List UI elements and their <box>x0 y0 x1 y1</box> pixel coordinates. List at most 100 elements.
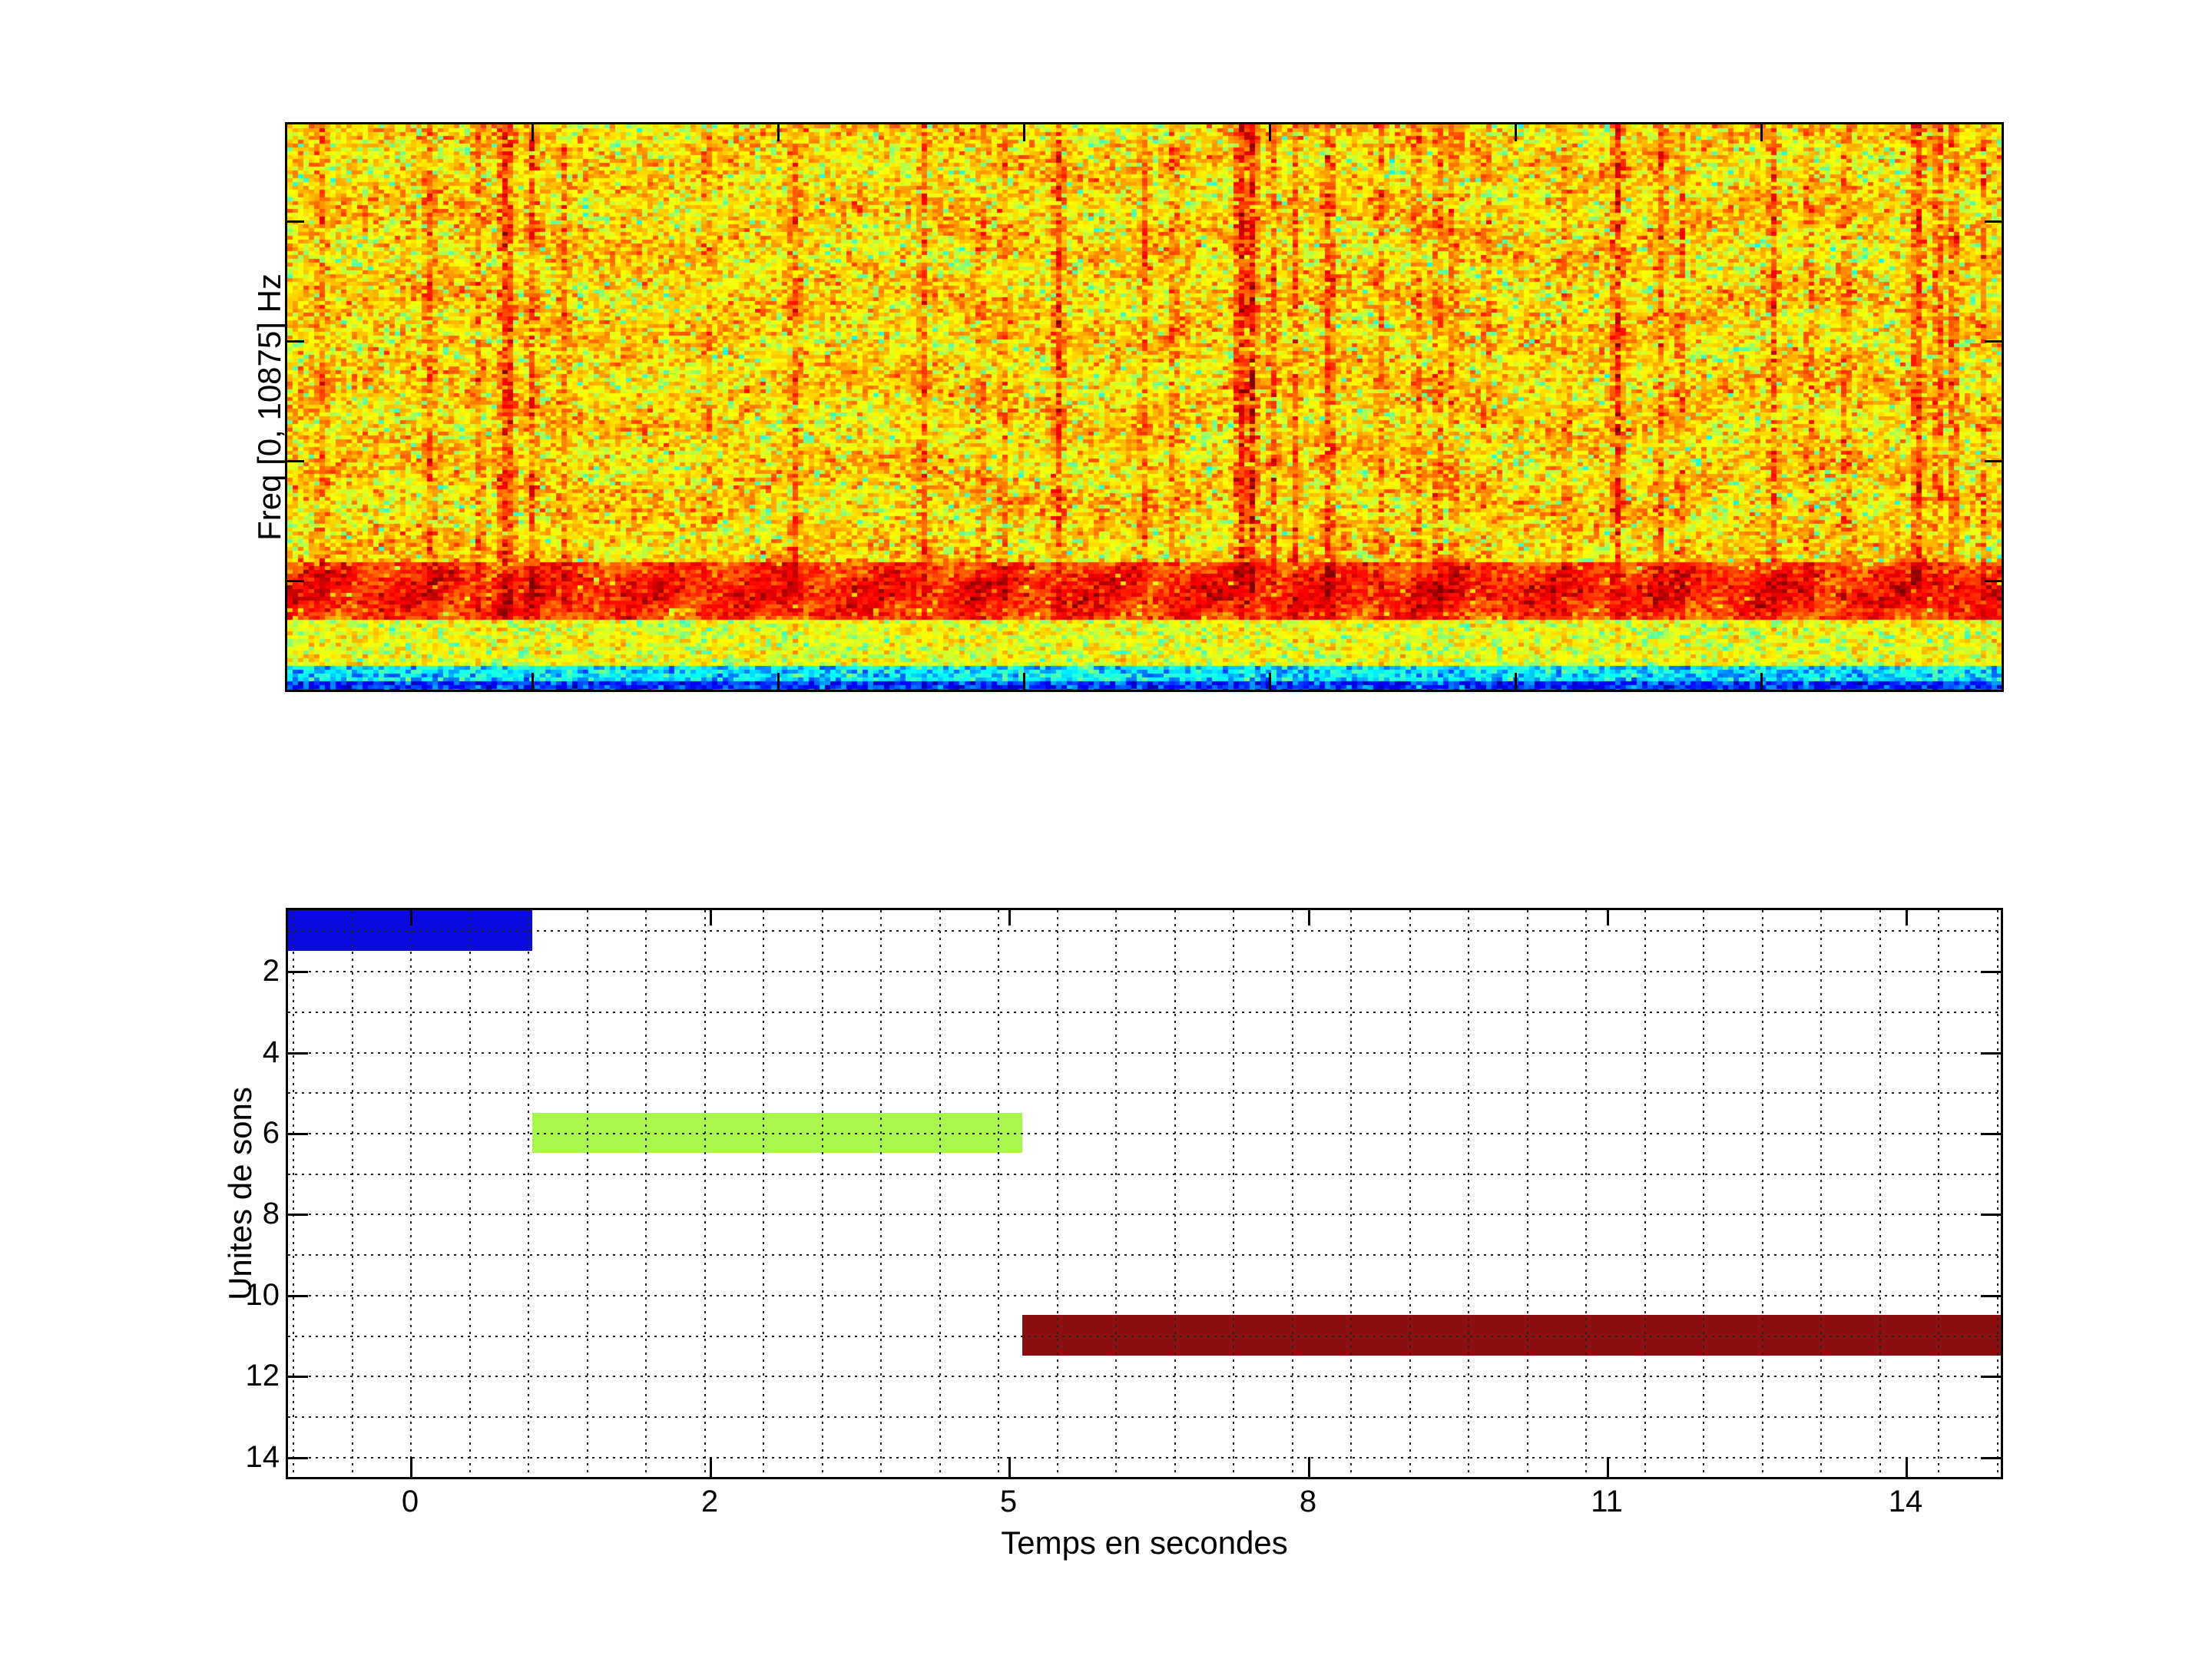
time-axis-tick <box>410 1457 412 1477</box>
y-tick-label: 4 <box>262 1035 280 1069</box>
spec-time-axis-tick <box>1760 673 1763 690</box>
grid-line-h <box>288 971 2001 973</box>
y-tick-label: 8 <box>262 1197 280 1230</box>
unit-axis-tick <box>288 1376 308 1378</box>
spec-time-axis-tick <box>777 673 780 690</box>
spec-time-axis-tick <box>1269 124 1271 141</box>
grid-line-v <box>939 910 941 1477</box>
x-tick-label: 2 <box>700 1485 719 1518</box>
time-axis-tick <box>1308 910 1310 926</box>
grid-line-h <box>288 1254 2001 1257</box>
grid-line-v <box>1468 910 1470 1477</box>
grid-line-v <box>998 910 1000 1477</box>
spec-time-axis-tick <box>1515 124 1517 141</box>
grid-line-v <box>528 910 530 1477</box>
time-axis-tick <box>1607 910 1609 926</box>
time-axis-tick <box>1906 1457 1908 1477</box>
grid-line-v <box>1233 910 1235 1477</box>
time-axis-tick <box>1607 1457 1609 1477</box>
y-tick-label: 2 <box>262 954 280 988</box>
freq-axis-tick <box>287 580 304 582</box>
x-tick-label: 0 <box>401 1485 419 1518</box>
freq-axis-tick <box>287 340 304 343</box>
time-axis-tick <box>410 910 412 926</box>
grid-line-v <box>1879 910 1881 1477</box>
time-axis-tick <box>1308 1457 1310 1477</box>
grid-line-h <box>288 1051 2001 1054</box>
freq-axis-tick <box>1985 460 2002 462</box>
spec-time-axis-tick <box>531 124 534 141</box>
grid-line-v <box>645 910 647 1477</box>
spectrogram-plot <box>285 122 2004 692</box>
grid-line-h <box>288 1335 2001 1337</box>
timeline-bar-unit-6 <box>531 1112 1022 1154</box>
grid-line-h <box>288 1376 2001 1378</box>
spec-time-axis-tick <box>1760 124 1763 141</box>
unit-axis-tick <box>1981 1133 2001 1135</box>
y-tick-label: 14 <box>245 1440 280 1474</box>
freq-axis-tick <box>287 460 304 462</box>
grid-line-v <box>351 910 353 1477</box>
grid-line-v <box>880 910 882 1477</box>
timeline-plot <box>286 908 2003 1479</box>
grid-line-v <box>704 910 706 1477</box>
freq-axis-tick <box>1985 220 2002 223</box>
grid-line-v <box>1409 910 1411 1477</box>
grid-line-h <box>288 1416 2001 1418</box>
grid-line-v <box>763 910 765 1477</box>
spec-time-axis-tick <box>1269 673 1271 690</box>
grid-line-h <box>288 1294 2001 1296</box>
x-tick-label: 14 <box>1888 1485 1923 1518</box>
freq-axis-tick <box>1985 580 2002 582</box>
unit-axis-tick <box>288 971 308 973</box>
spec-time-axis-tick <box>1023 124 1025 141</box>
x-tick-label: 8 <box>1299 1485 1317 1518</box>
spectrogram-canvas <box>287 124 2002 690</box>
y-tick-label: 12 <box>245 1359 280 1392</box>
grid-line-h <box>288 930 2001 932</box>
spec-time-axis-tick <box>1023 673 1025 690</box>
grid-line-v <box>586 910 588 1477</box>
spec-time-axis-tick <box>777 124 780 141</box>
grid-line-v <box>410 910 412 1477</box>
timeline-bar-unit-11 <box>1022 1315 2001 1356</box>
grid-line-h <box>288 1092 2001 1094</box>
unit-axis-tick <box>1981 1376 2001 1378</box>
grid-line-v <box>1703 910 1705 1477</box>
grid-line-h <box>288 1456 2001 1459</box>
grid-line-v <box>1938 910 1940 1477</box>
grid-line-v <box>1350 910 1353 1477</box>
grid-line-v <box>469 910 471 1477</box>
freq-axis-tick <box>287 220 304 223</box>
unit-axis-tick <box>1981 1214 2001 1216</box>
grid-line-v <box>1585 910 1588 1477</box>
spectrogram-ylabel: Freq [0, 10875] Hz <box>251 273 287 541</box>
grid-line-v <box>821 910 823 1477</box>
timeline-xlabel: Temps en secondes <box>1001 1525 1288 1561</box>
spec-time-axis-tick <box>531 673 534 690</box>
time-axis-tick <box>710 1457 712 1477</box>
time-axis-tick <box>1008 910 1011 926</box>
grid-line-v <box>1291 910 1293 1477</box>
grid-line-v <box>1174 910 1176 1477</box>
unit-axis-tick <box>288 1052 308 1055</box>
grid-line-v <box>1996 910 1998 1477</box>
unit-axis-tick <box>288 1214 308 1216</box>
unit-axis-tick <box>1981 1457 2001 1459</box>
unit-axis-tick <box>288 1133 308 1135</box>
time-axis-tick <box>1008 1457 1011 1477</box>
grid-line-v <box>1644 910 1646 1477</box>
x-tick-label: 5 <box>999 1485 1018 1518</box>
grid-line-v <box>1526 910 1528 1477</box>
unit-axis-tick <box>1981 971 2001 973</box>
freq-axis-tick <box>1985 340 2002 343</box>
grid-line-h <box>288 1132 2001 1134</box>
grid-line-v <box>293 910 295 1477</box>
time-axis-tick <box>1906 910 1908 926</box>
grid-line-v <box>1056 910 1058 1477</box>
grid-line-h <box>288 1214 2001 1216</box>
spec-time-axis-tick <box>1515 673 1517 690</box>
unit-axis-tick <box>288 1295 308 1297</box>
grid-line-v <box>1761 910 1763 1477</box>
